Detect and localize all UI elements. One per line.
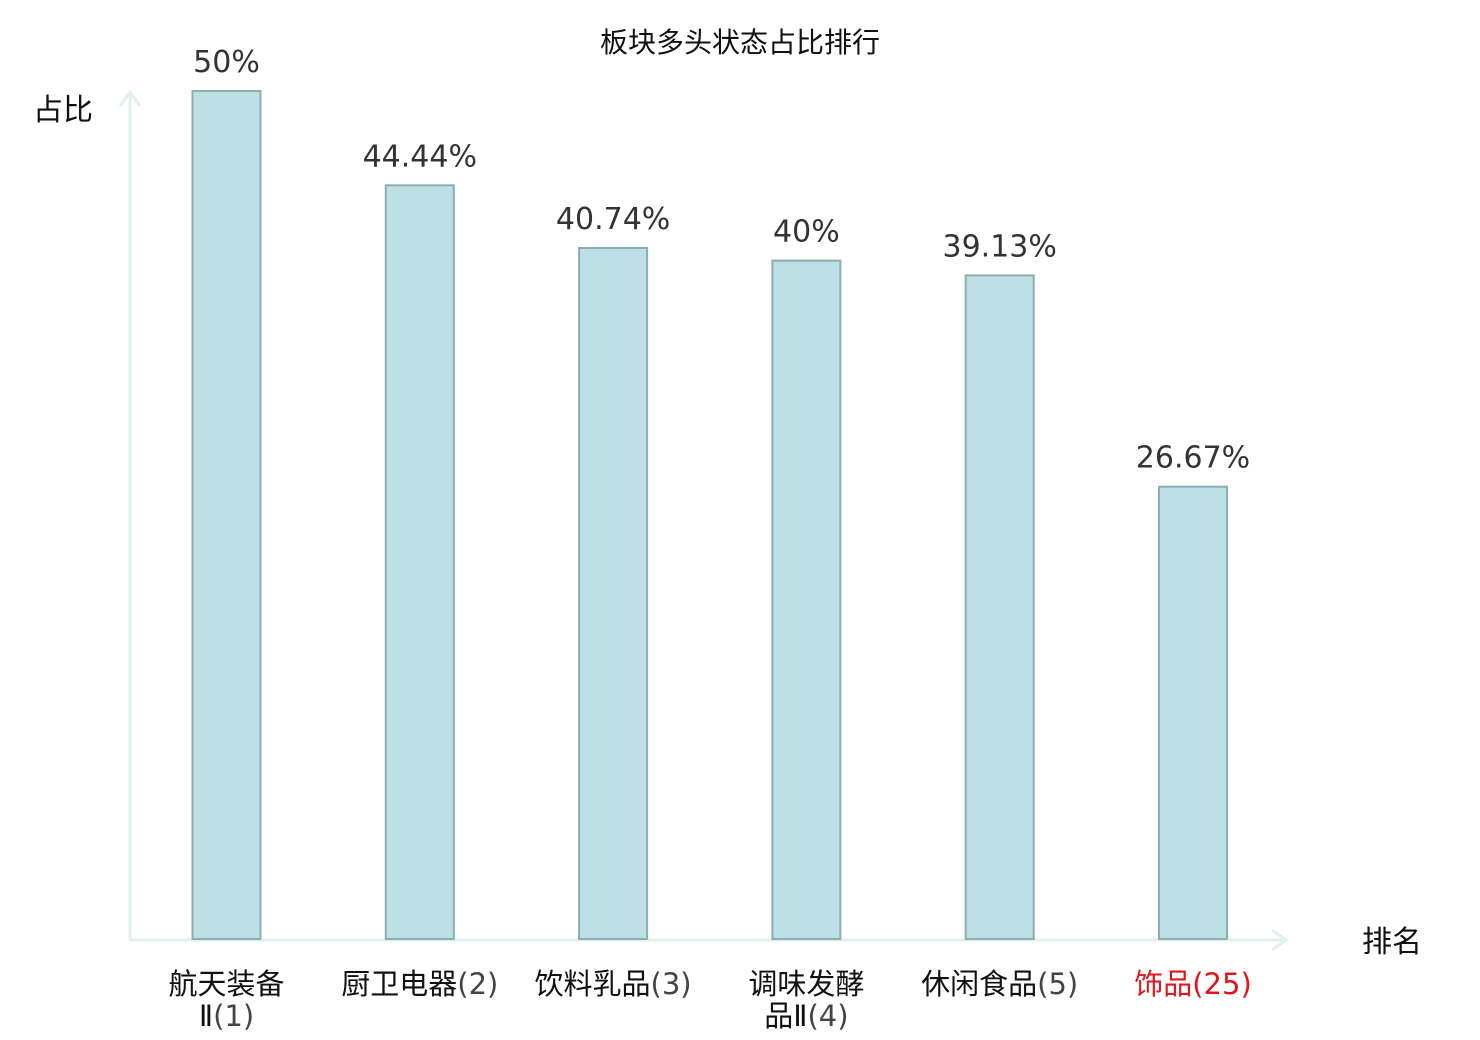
bar-4: [771, 259, 842, 941]
bar-value-label-4: 40%: [773, 215, 840, 250]
bar-1: [191, 90, 262, 940]
category-rank: (1): [213, 999, 254, 1033]
bar-6: [1158, 485, 1228, 940]
bar-value-label-1: 50%: [193, 45, 260, 80]
category-label-3: 饮料乳品(3): [535, 967, 692, 1001]
bar-3: [578, 247, 649, 940]
category-rank: (2): [457, 967, 498, 1001]
category-label-line: 休闲食品(5): [921, 967, 1078, 1001]
value-labels-group: 50% 44.44% 40.74% 40% 39.13% 26.67%: [193, 45, 1250, 476]
category-rank: (5): [1037, 967, 1078, 1001]
category-label-line: 航天装备: [168, 967, 284, 1001]
bar-value-label-2: 44.44%: [363, 139, 477, 174]
bar-value-label-5: 39.13%: [943, 229, 1057, 264]
category-label-6: 饰品(25): [1134, 967, 1252, 1001]
bars-group: [191, 90, 1228, 941]
category-rank: (25): [1192, 967, 1252, 1001]
x-axis-label: 排名: [1362, 925, 1422, 960]
category-name-part: 厨卫电器: [341, 967, 457, 1001]
category-label-line: 厨卫电器(2): [341, 967, 498, 1001]
bar-2: [384, 184, 455, 941]
category-name-part: 品Ⅱ: [764, 999, 807, 1033]
category-name-part: 饮料乳品: [535, 967, 651, 1001]
category-label-line: 饰品(25): [1134, 967, 1252, 1001]
category-label-5: 休闲食品(5): [921, 967, 1078, 1001]
category-labels-group: 航天装备 Ⅱ(1) 厨卫电器(2) 饮料乳品(3) 调味发酵品Ⅱ(4) 休闲食品(5) 饰品…: [168, 967, 1251, 1033]
y-axis-label: 占比: [33, 93, 93, 128]
category-rank: (3): [651, 967, 692, 1001]
bar-value-label-3: 40.74%: [556, 202, 670, 237]
y-axis-arrowhead: [118, 89, 142, 107]
x-axis-arrowhead: [1271, 928, 1289, 952]
category-name-part: Ⅱ: [199, 999, 213, 1033]
chart-title: 板块多头状态占比排行: [600, 26, 880, 59]
category-label-4: 调味发酵品Ⅱ(4): [748, 967, 864, 1033]
category-label-line: Ⅱ(1): [199, 999, 254, 1033]
category-rank: (4): [807, 999, 848, 1033]
category-label-line: 品Ⅱ(4): [764, 999, 848, 1033]
category-name-part: 饰品: [1134, 967, 1192, 1001]
category-label-line: 饮料乳品(3): [535, 967, 692, 1001]
bar-5: [964, 274, 1035, 940]
category-label-line: 调味发酵: [748, 967, 864, 1001]
category-name-part: 休闲食品: [921, 967, 1037, 1001]
category-label-1: 航天装备 Ⅱ(1): [168, 967, 284, 1033]
category-label-2: 厨卫电器(2): [341, 967, 498, 1001]
bar-value-label-6: 26.67%: [1136, 441, 1250, 476]
